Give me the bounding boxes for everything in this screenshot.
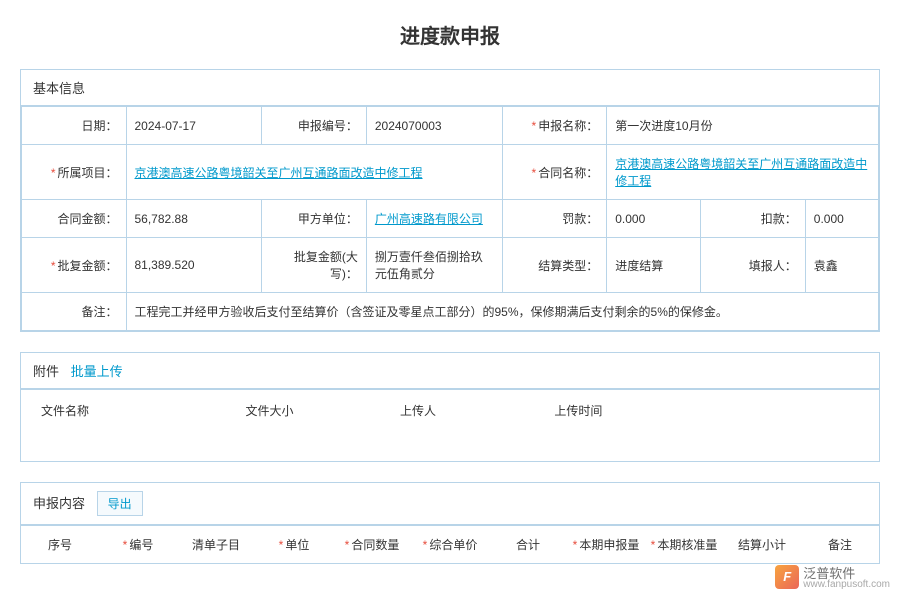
declare-no-value: 2024070003: [375, 119, 442, 133]
penalty-value: 0.000: [615, 212, 645, 226]
declare-name-value: 第一次进度10月份: [615, 119, 712, 133]
project-link[interactable]: 京港澳高速公路粤境韶关至广州互通路面改造中修工程: [135, 166, 423, 180]
content-col-label: 清单子目: [192, 538, 240, 552]
declare-content-section: 申报内容 导出 序号*编号清单子目*单位*合同数量*综合单价合计*本期申报量*本…: [20, 482, 880, 564]
content-col: 合计: [489, 526, 567, 564]
content-col-label: 单位: [285, 538, 309, 552]
approved-cn-value: 捌万壹仟叁佰捌拾玖元伍角贰分: [375, 250, 483, 281]
filler-value: 袁鑫: [814, 259, 838, 273]
settlement-type-label: 结算类型：: [538, 259, 598, 273]
filler-label: 填报人：: [749, 259, 797, 273]
attachments-title: 附件: [33, 364, 59, 379]
content-col-label: 合计: [516, 538, 540, 552]
content-col-label: 综合单价: [429, 538, 477, 552]
attach-col-filesize: 文件大小: [236, 390, 390, 432]
project-label: 所属项目：: [57, 166, 117, 180]
required-marker: *: [532, 119, 537, 133]
contract-amount-value: 56,782.88: [135, 212, 188, 226]
remark-label: 备注：: [81, 305, 117, 319]
approved-cn-label: 批复金额(大写)：: [294, 250, 358, 281]
contract-amount-label: 合同金额：: [57, 212, 117, 226]
date-label: 日期：: [81, 119, 117, 133]
penalty-label: 罚款：: [562, 212, 598, 226]
content-col: *合同数量: [333, 526, 411, 564]
declare-content-title: 申报内容: [33, 496, 85, 511]
required-marker: *: [51, 259, 56, 273]
content-col: 序号: [21, 526, 99, 564]
party-a-link[interactable]: 广州高速路有限公司: [375, 212, 483, 226]
content-col: 备注: [801, 526, 879, 564]
content-col-label: 本期申报量: [579, 538, 639, 552]
watermark-url: www.fanpusoft.com: [803, 579, 890, 590]
attach-col-filename: 文件名称: [21, 390, 236, 432]
content-col-label: 编号: [129, 538, 153, 552]
date-value: 2024-07-17: [135, 119, 196, 133]
required-marker: *: [123, 538, 128, 552]
content-col: *编号: [99, 526, 177, 564]
deduction-value: 0.000: [814, 212, 844, 226]
deduction-label: 扣款：: [761, 212, 797, 226]
attachments-section: 附件 批量上传 文件名称 文件大小 上传人 上传时间: [20, 352, 880, 462]
declare-content-header: 申报内容 导出: [21, 483, 879, 525]
attach-col-uploadtime: 上传时间: [544, 390, 879, 432]
logo-icon: F: [775, 565, 799, 589]
declare-no-label: 申报编号：: [298, 119, 358, 133]
party-a-label: 甲方单位：: [298, 212, 358, 226]
content-col: 清单子目: [177, 526, 255, 564]
basic-info-section: 基本信息 日期： 2024-07-17 申报编号： 2024070003 *申报…: [20, 69, 880, 332]
basic-info-table: 日期： 2024-07-17 申报编号： 2024070003 *申报名称： 第…: [21, 106, 879, 331]
content-col-label: 序号: [48, 538, 72, 552]
settlement-type-value: 进度结算: [615, 259, 663, 273]
basic-info-header: 基本信息: [21, 70, 879, 106]
approved-amount-label: 批复金额：: [57, 259, 117, 273]
remark-value: 工程完工并经甲方验收后支付至结算价（含签证及零星点工部分）的95%，保修期满后支…: [135, 305, 728, 319]
approved-amount-value: 81,389.520: [135, 258, 195, 272]
page-title: 进度款申报: [20, 20, 880, 49]
required-marker: *: [51, 166, 56, 180]
content-col: *本期申报量: [567, 526, 645, 564]
required-marker: *: [345, 538, 350, 552]
export-button[interactable]: 导出: [97, 491, 143, 516]
watermark: F 泛普软件 www.fanpusoft.com: [775, 563, 890, 590]
content-col: *本期核准量: [645, 526, 723, 564]
content-col-label: 结算小计: [738, 538, 786, 552]
required-marker: *: [532, 166, 537, 180]
batch-upload-link[interactable]: 批量上传: [71, 364, 123, 379]
content-col: *单位: [255, 526, 333, 564]
attach-col-uploader: 上传人: [390, 390, 544, 432]
required-marker: *: [423, 538, 428, 552]
attachments-table: 文件名称 文件大小 上传人 上传时间: [21, 389, 879, 431]
content-col: *综合单价: [411, 526, 489, 564]
content-col-label: 本期核准量: [657, 538, 717, 552]
contract-name-link[interactable]: 京港澳高速公路粤境韶关至广州互通路面改造中修工程: [615, 157, 867, 188]
content-col: 结算小计: [723, 526, 801, 564]
declare-content-table: 序号*编号清单子目*单位*合同数量*综合单价合计*本期申报量*本期核准量结算小计…: [21, 525, 879, 563]
required-marker: *: [651, 538, 656, 552]
contract-name-label: 合同名称：: [538, 166, 598, 180]
declare-name-label: 申报名称：: [538, 119, 598, 133]
required-marker: *: [573, 538, 578, 552]
required-marker: *: [279, 538, 284, 552]
content-col-label: 备注: [828, 538, 852, 552]
attachments-header: 附件 批量上传: [21, 353, 879, 389]
content-col-label: 合同数量: [351, 538, 399, 552]
